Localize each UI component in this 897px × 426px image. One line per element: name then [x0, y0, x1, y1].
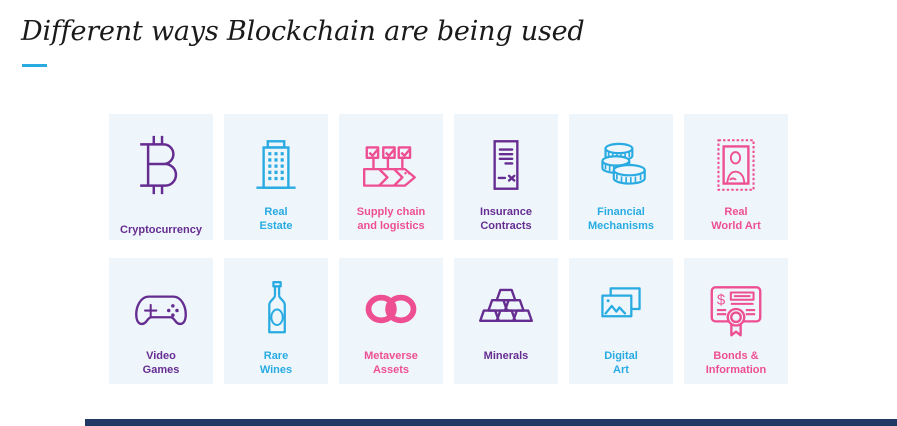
- card-label: Video Games: [142, 350, 180, 376]
- card-label: Metaverse Assets: [364, 350, 418, 376]
- title-underline: [22, 64, 47, 67]
- card-label: Real World Art: [711, 206, 761, 232]
- card-label: Insurance Contracts: [480, 206, 532, 232]
- building-icon: [243, 126, 309, 204]
- card-digital-art: Digital Art: [569, 258, 673, 384]
- card-real-estate: Real Estate: [224, 114, 328, 240]
- framed-painting-icon: [703, 126, 769, 204]
- card-label: Rare Wines: [259, 350, 293, 376]
- card-supply-chain: Supply chain and logistics: [339, 114, 443, 240]
- contract-document-icon: [473, 126, 539, 204]
- coins-stack-icon: [588, 126, 654, 204]
- card-metaverse-assets: Metaverse Assets: [339, 258, 443, 384]
- photos-icon: [588, 270, 654, 348]
- card-label: Bonds & Information: [705, 350, 767, 376]
- footer-accent-bar: [85, 419, 897, 426]
- cards-grid: Cryptocurrency Real Estate Supply chain an…: [109, 114, 788, 384]
- card-real-world-art: Real World Art: [684, 114, 788, 240]
- card-video-games: Video Games: [109, 258, 213, 384]
- card-label: Real Estate: [259, 206, 293, 232]
- card-label: Cryptocurrency: [120, 223, 202, 236]
- card-label: Supply chain and logistics: [356, 206, 426, 232]
- card-cryptocurrency: Cryptocurrency: [109, 114, 213, 240]
- card-minerals: Minerals: [454, 258, 558, 384]
- card-label: Digital Art: [604, 350, 638, 376]
- card-rare-wines: Rare Wines: [224, 258, 328, 384]
- card-bonds-information: Bonds & Information: [684, 258, 788, 384]
- card-financial-mechanisms: Financial Mechanisms: [569, 114, 673, 240]
- card-label: Minerals: [483, 350, 529, 362]
- gamepad-icon: [128, 270, 194, 348]
- card-insurance-contracts: Insurance Contracts: [454, 114, 558, 240]
- wine-bottle-icon: [243, 270, 309, 348]
- supply-chain-arrows-icon: [358, 126, 424, 204]
- card-label: Financial Mechanisms: [587, 206, 655, 232]
- page-title: Different ways Blockchain are being used: [21, 16, 585, 47]
- meta-logo-icon: [358, 270, 424, 348]
- gold-ingots-icon: [473, 270, 539, 348]
- bitcoin-icon: [128, 126, 194, 204]
- certificate-seal-icon: [703, 270, 769, 348]
